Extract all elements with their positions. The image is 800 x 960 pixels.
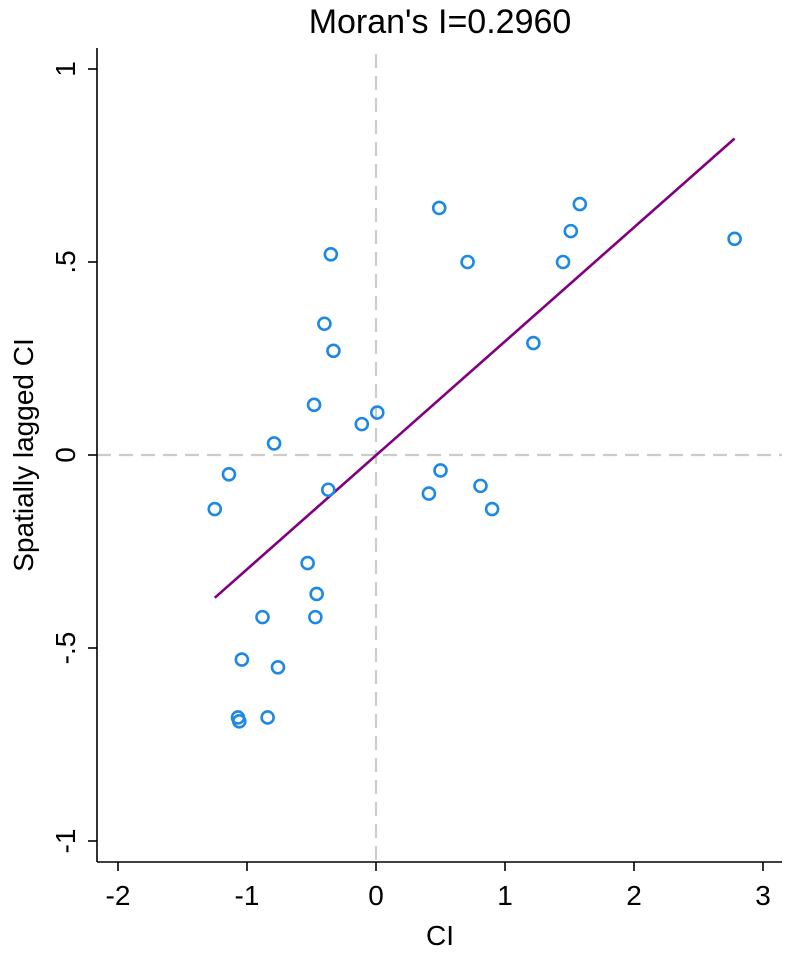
data-point: [266, 436, 282, 451]
data-point: [306, 397, 322, 413]
data-point: [234, 652, 250, 667]
data-point: [320, 482, 336, 498]
data-point: [231, 714, 247, 729]
data-point: [563, 223, 579, 239]
data-point: [207, 501, 223, 517]
x-tick-label: -2: [106, 880, 131, 911]
regression-fit-line: [213, 137, 736, 599]
data-point: [317, 316, 332, 332]
data-point: [300, 555, 315, 571]
data-point: [309, 586, 324, 602]
y-tick-label: -.5: [50, 632, 81, 665]
fit-line-layer: [213, 137, 736, 599]
x-tick-label: 2: [626, 880, 642, 911]
data-point: [555, 254, 571, 270]
y-tick-label: 1: [50, 61, 81, 77]
data-point: [473, 478, 488, 494]
data-point: [460, 254, 475, 270]
x-tick-label: 1: [497, 880, 513, 911]
data-point: [421, 486, 437, 501]
y-tick-label: 0: [50, 447, 81, 463]
data-point: [308, 609, 323, 625]
y-axis-label: Spatially lagged CI: [8, 338, 39, 571]
data-point: [369, 405, 385, 420]
data-point: [572, 196, 588, 212]
data-point: [270, 659, 286, 675]
data-point: [260, 710, 275, 725]
x-tick-label: 3: [755, 880, 771, 911]
x-tick-label: 0: [368, 880, 384, 911]
data-point: [526, 335, 541, 351]
reference-lines: [97, 54, 782, 862]
chart-title: Moran's I=0.2960: [309, 3, 572, 41]
x-axis-label: CI: [426, 920, 454, 951]
y-tick-label: -1: [50, 829, 81, 854]
data-point: [255, 609, 270, 625]
data-point: [484, 501, 500, 517]
data-point: [727, 231, 742, 247]
y-tick-label: .5: [50, 250, 81, 273]
data-point: [221, 466, 237, 482]
axes: -2 -1 0 1 2 3 -1 -.5 0 .5 1: [50, 48, 782, 911]
x-tick-label: -1: [235, 880, 260, 911]
data-point: [354, 416, 370, 432]
data-point: [323, 246, 339, 262]
data-point: [431, 200, 447, 216]
data-point: [433, 463, 448, 478]
data-point: [326, 343, 341, 359]
data-points: [207, 196, 742, 729]
